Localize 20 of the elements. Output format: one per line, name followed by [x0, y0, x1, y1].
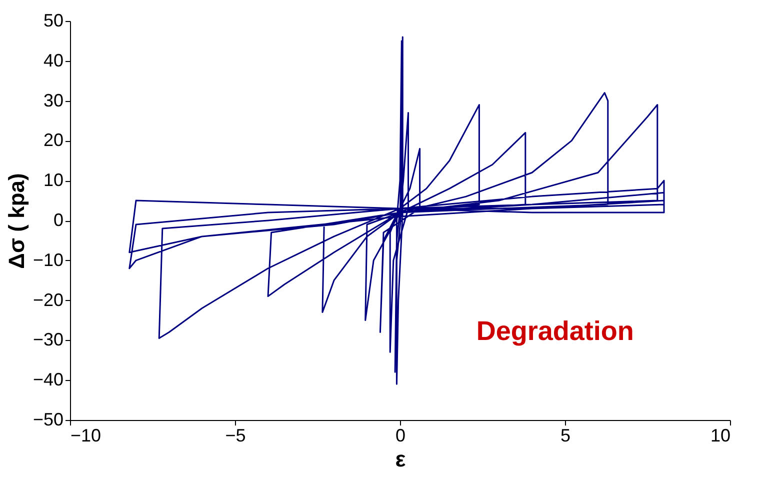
y-tick-label: −20	[32, 290, 64, 310]
y-tick-label: 50	[43, 10, 64, 30]
x-axis-title: ε	[395, 446, 406, 472]
x-tick-label: 0	[395, 426, 406, 446]
x-tick-label: −5	[225, 426, 246, 446]
y-tick-label: 30	[43, 90, 64, 110]
line-series	[128, 36, 665, 385]
y-tick-label: 10	[43, 170, 64, 190]
x-tick-label: 5	[560, 426, 571, 446]
y-tick-label: −50	[32, 410, 64, 430]
x-tick-label: 10	[710, 426, 730, 446]
y-tick-label: −10	[32, 250, 64, 270]
y-tick-label: −40	[32, 370, 64, 390]
y-tick-label: 20	[43, 130, 64, 150]
annotation: Degradation	[476, 316, 634, 346]
y-tick-label: 0	[53, 210, 64, 230]
y-axis-title: Δσ ( kpa)	[4, 173, 29, 269]
x-tick-label: −10	[70, 426, 102, 446]
y-tick-label: −30	[32, 330, 64, 350]
y-tick-label: 40	[43, 50, 64, 70]
